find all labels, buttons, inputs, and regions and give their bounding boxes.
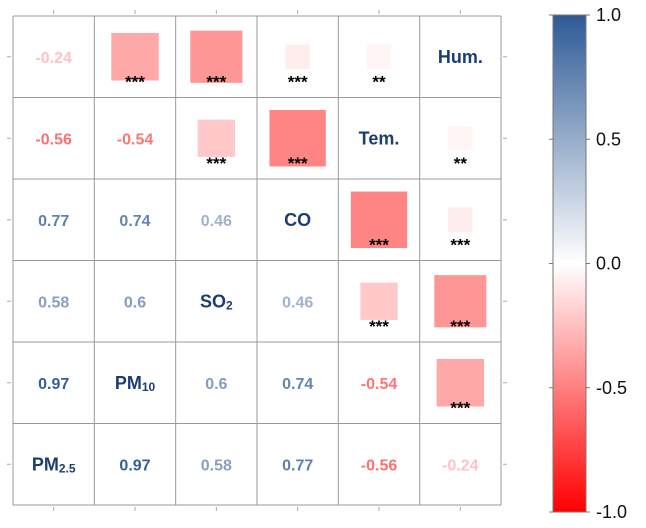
matrix-cell: ***: [360, 282, 398, 336]
correlation-square: [366, 44, 392, 69]
matrix-cell: 0.74: [282, 376, 313, 393]
colorbar-tick-label: -1.0: [596, 502, 627, 522]
correlation-value: -0.56: [35, 131, 72, 148]
correlation-value: -0.54: [361, 376, 398, 393]
colorbar-tick-label: -0.5: [596, 378, 627, 398]
matrix-cell: 0.58: [201, 457, 232, 474]
matrix-cell: ***: [350, 191, 408, 255]
correlation-square: [448, 126, 473, 151]
correlation-value: 0.46: [282, 294, 313, 311]
correlation-value: 0.58: [201, 457, 232, 474]
correlation-value: 0.74: [282, 376, 313, 393]
significance-stars: ***: [450, 236, 470, 255]
matrix-cell: ***: [436, 358, 485, 418]
matrix-cell: -0.24: [442, 457, 479, 474]
variable-label: PM10: [115, 373, 156, 394]
matrix-cell: ***: [285, 44, 310, 92]
correlation-square: [190, 30, 243, 83]
correlation-square: [197, 119, 235, 157]
correlation-square: [434, 275, 487, 328]
correlation-value: 0.6: [124, 294, 146, 311]
correlation-value: 0.74: [119, 213, 150, 230]
correlation-value: -0.56: [361, 457, 398, 474]
matrix-cell: **: [448, 126, 473, 173]
matrix-cell: -0.56: [361, 457, 398, 474]
significance-stars: **: [372, 73, 386, 92]
correlation-square: [436, 358, 485, 407]
correlation-value: 0.77: [282, 457, 313, 474]
matrix-cell: -0.54: [361, 376, 398, 393]
matrix-cell: ***: [190, 30, 243, 92]
matrix-cell: 0.6: [124, 294, 146, 311]
correlation-value: 0.6: [205, 376, 227, 393]
matrix-cell: CO: [284, 210, 311, 230]
correlation-square: [350, 191, 408, 248]
matrix-cell: 0.74: [119, 213, 150, 230]
matrix-cell: ***: [197, 119, 235, 173]
correlation-square: [360, 282, 398, 320]
matrix-cell: Tem.: [359, 128, 400, 148]
correlation-value: -0.54: [117, 131, 154, 148]
significance-stars: ***: [125, 73, 145, 92]
correlation-value: 0.77: [38, 213, 69, 230]
significance-stars: ***: [206, 154, 226, 173]
significance-stars: **: [454, 154, 468, 173]
colorbar-tick-label: 0.0: [596, 254, 621, 274]
correlation-value: 0.58: [38, 294, 69, 311]
variable-label: Tem.: [359, 128, 400, 148]
correlation-square: [269, 110, 326, 167]
correlation-value: 0.97: [38, 376, 69, 393]
matrix-grid: [7, 10, 507, 511]
matrix-cell: 0.77: [282, 457, 313, 474]
correlation-value: -0.24: [442, 457, 479, 474]
matrix-cell: PM10: [115, 373, 156, 394]
colorbar-tick-label: 1.0: [596, 5, 621, 25]
matrix-cells: -0.24*** *** *** **Hum.-0.56 -0.54*** ***Tem.…: [32, 30, 487, 475]
correlation-value: 0.46: [201, 213, 232, 230]
matrix-cell: -0.56: [35, 131, 72, 148]
significance-stars: ***: [369, 317, 389, 336]
correlation-square: [111, 32, 159, 81]
significance-stars: ***: [288, 73, 308, 92]
correlation-value: -0.24: [35, 50, 72, 67]
matrix-cell: Hum.: [438, 47, 483, 67]
variable-label: CO: [284, 210, 311, 230]
matrix-cell: -0.24: [35, 50, 72, 67]
variable-label: Hum.: [438, 47, 483, 67]
colorbar-gradient: [552, 14, 587, 513]
significance-stars: ***: [450, 317, 470, 336]
matrix-cell: ***: [111, 32, 159, 92]
matrix-cell: SO2: [200, 291, 233, 312]
matrix-cell: 0.97: [119, 457, 150, 474]
colorbar-tick-label: 0.5: [596, 129, 621, 149]
significance-stars: ***: [450, 399, 470, 418]
variable-label: PM2.5: [32, 454, 76, 475]
matrix-cell: ***: [269, 110, 326, 173]
significance-stars: ***: [369, 236, 389, 255]
matrix-cell: PM2.5: [32, 454, 76, 475]
matrix-cell: 0.77: [38, 213, 69, 230]
matrix-cell: **: [366, 44, 392, 92]
colorbar: 1.0 0.5 0.0 -0.5 -1.0: [549, 5, 627, 522]
matrix-cell: 0.97: [38, 376, 69, 393]
significance-stars: ***: [288, 154, 308, 173]
correlation-value: 0.97: [119, 457, 150, 474]
matrix-cell: 0.46: [282, 294, 313, 311]
matrix-cell: 0.46: [201, 213, 232, 230]
significance-stars: ***: [206, 73, 226, 92]
matrix-cell: 0.58: [38, 294, 69, 311]
correlation-square: [448, 207, 473, 232]
variable-label: SO2: [200, 291, 233, 312]
correlation-square: [285, 44, 310, 69]
matrix-cell: 0.6: [205, 376, 227, 393]
matrix-cell: -0.54: [117, 131, 154, 148]
matrix-cell: ***: [448, 207, 473, 255]
matrix-cell: ***: [434, 275, 487, 336]
